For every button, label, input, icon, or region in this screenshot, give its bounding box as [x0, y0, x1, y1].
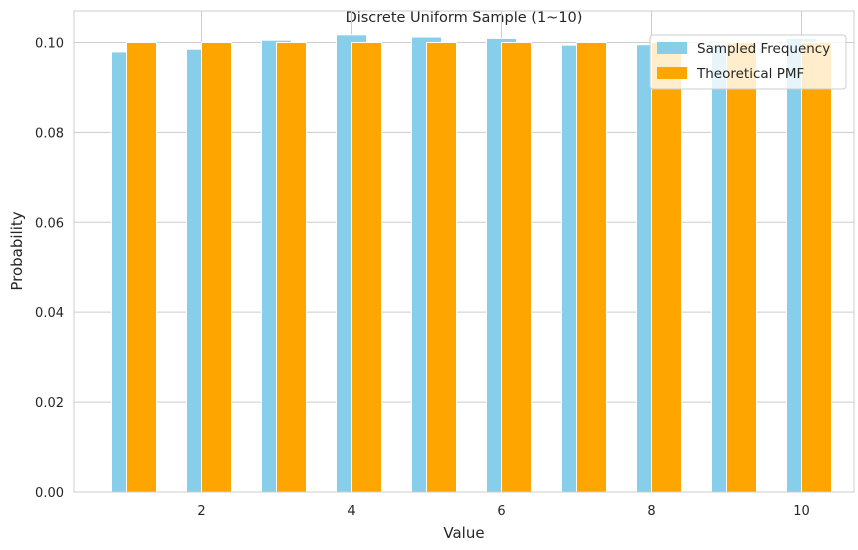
bar-theoretical-pmf	[501, 41, 532, 493]
bar-theoretical-pmf	[201, 41, 232, 493]
bar-theoretical-pmf	[426, 41, 457, 493]
y-tick-label: 0.08	[35, 126, 64, 141]
legend-label-theoretical: Theoretical PMF	[696, 66, 804, 82]
plot-frame	[73, 10, 855, 493]
bar-theoretical-pmf	[726, 41, 757, 493]
tick-labels: 0.00 0.02 0.04 0.06 0.08 0.10 2 4 6 8 10	[35, 36, 810, 519]
x-axis-label: Value	[443, 524, 484, 542]
y-axis-label: Probability	[8, 211, 26, 290]
legend-swatch-sampled	[657, 42, 687, 54]
x-tick-label: 4	[347, 504, 355, 519]
bar-theoretical-pmf	[651, 41, 682, 493]
y-tick-label: 0.04	[35, 306, 64, 321]
bar-theoretical-pmf	[276, 41, 307, 493]
bar-theoretical-pmf	[576, 41, 607, 493]
y-tick-label: 0.10	[35, 36, 64, 51]
y-tick-label: 0.00	[35, 486, 64, 501]
legend-label-sampled: Sampled Frequency	[697, 41, 830, 57]
x-tick-label: 6	[497, 504, 505, 519]
legend: Sampled Frequency Theoretical PMF	[649, 34, 847, 90]
bar-theoretical-pmf	[351, 41, 382, 493]
legend-box	[649, 34, 847, 90]
chart-title: Discrete Uniform Sample (1~10)	[346, 10, 583, 26]
bar-theoretical-pmf	[801, 41, 832, 493]
x-tick-label: 8	[647, 504, 655, 519]
y-tick-label: 0.02	[35, 396, 64, 411]
bar-theoretical-pmf	[126, 41, 157, 493]
bars	[111, 34, 832, 493]
x-tick-label: 2	[197, 504, 205, 519]
x-tick-label: 10	[793, 504, 810, 519]
y-tick-label: 0.06	[35, 216, 64, 231]
legend-swatch-theoretical	[657, 67, 687, 79]
